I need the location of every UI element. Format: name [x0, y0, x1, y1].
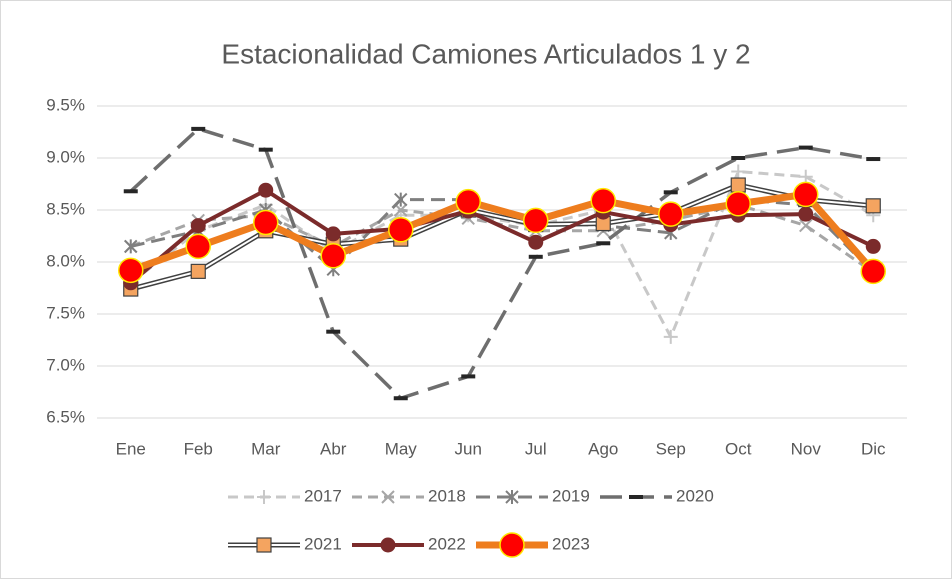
- y-tick-label: 6.5%: [46, 407, 85, 426]
- line: [129, 127, 874, 400]
- marker: [124, 239, 138, 254]
- marker: [320, 243, 346, 269]
- marker: [258, 182, 274, 198]
- marker: [866, 157, 881, 162]
- marker: [528, 254, 543, 259]
- marker: [258, 147, 273, 152]
- marker: [663, 329, 678, 344]
- x-tick-label: Jun: [455, 439, 482, 458]
- marker: [394, 192, 408, 207]
- marker: [663, 190, 678, 195]
- marker: [731, 156, 746, 160]
- marker: [658, 201, 684, 227]
- y-tick-label: 7.5%: [46, 303, 85, 322]
- y-tick-label: 8.5%: [46, 199, 85, 218]
- marker: [523, 207, 549, 234]
- y-tick-label: 8.0%: [46, 251, 85, 270]
- series: [123, 126, 881, 401]
- x-tick-label: Dic: [861, 439, 886, 458]
- marker: [590, 187, 616, 214]
- x-tick-label: Oct: [725, 439, 752, 458]
- legend-marker: [505, 490, 519, 504]
- legend-marker: [257, 490, 271, 504]
- legend-label: 2020: [676, 486, 714, 505]
- marker: [596, 241, 611, 246]
- x-tick-label: Feb: [184, 439, 213, 458]
- x-tick-label: Nov: [791, 439, 822, 458]
- marker: [123, 189, 138, 194]
- legend-marker: [629, 495, 643, 499]
- legend-label: 2019: [552, 486, 590, 505]
- legend-label: 2017: [304, 486, 342, 505]
- legend-marker: [380, 537, 396, 553]
- line: [129, 188, 875, 285]
- chart-title: Estacionalidad Camiones Articulados 1 y …: [221, 38, 750, 69]
- x-tick-label: Jul: [525, 439, 547, 458]
- marker: [865, 238, 881, 254]
- series: [118, 181, 886, 285]
- marker: [253, 209, 279, 236]
- marker: [798, 206, 814, 222]
- marker: [118, 257, 144, 284]
- marker: [325, 226, 341, 242]
- marker: [455, 188, 481, 215]
- legend-label: 2021: [304, 534, 342, 553]
- x-tick-label: Mar: [251, 439, 281, 458]
- marker: [731, 164, 746, 179]
- legend-label: 2022: [428, 534, 466, 553]
- line: [129, 170, 874, 339]
- y-tick-label: 9.0%: [46, 147, 85, 166]
- legend-marker: [256, 537, 272, 553]
- marker: [461, 374, 476, 379]
- x-tick-label: Ene: [116, 439, 146, 458]
- marker: [793, 181, 819, 208]
- marker: [190, 218, 206, 234]
- marker: [388, 217, 414, 243]
- marker: [185, 233, 211, 260]
- x-tick-label: May: [385, 439, 418, 458]
- x-tick-label: Ago: [588, 439, 618, 458]
- marker: [865, 198, 881, 214]
- legend-marker: [499, 532, 525, 558]
- marker: [394, 203, 408, 217]
- y-tick-label: 9.5%: [46, 95, 85, 114]
- marker: [798, 169, 813, 184]
- legend-label: 2018: [428, 486, 466, 505]
- marker: [528, 234, 544, 250]
- marker: [190, 263, 206, 279]
- legend-marker: [381, 490, 395, 504]
- marker: [393, 396, 408, 401]
- marker: [860, 258, 886, 285]
- x-tick-label: Sep: [656, 439, 686, 458]
- marker: [326, 329, 341, 334]
- marker: [798, 145, 813, 150]
- marker: [730, 177, 746, 193]
- line: [130, 184, 874, 291]
- marker: [725, 191, 751, 217]
- legend-label: 2023: [552, 534, 590, 553]
- x-tick-label: Abr: [320, 439, 347, 458]
- marker: [191, 126, 206, 131]
- marker: [799, 218, 813, 233]
- y-tick-label: 7.0%: [46, 355, 85, 374]
